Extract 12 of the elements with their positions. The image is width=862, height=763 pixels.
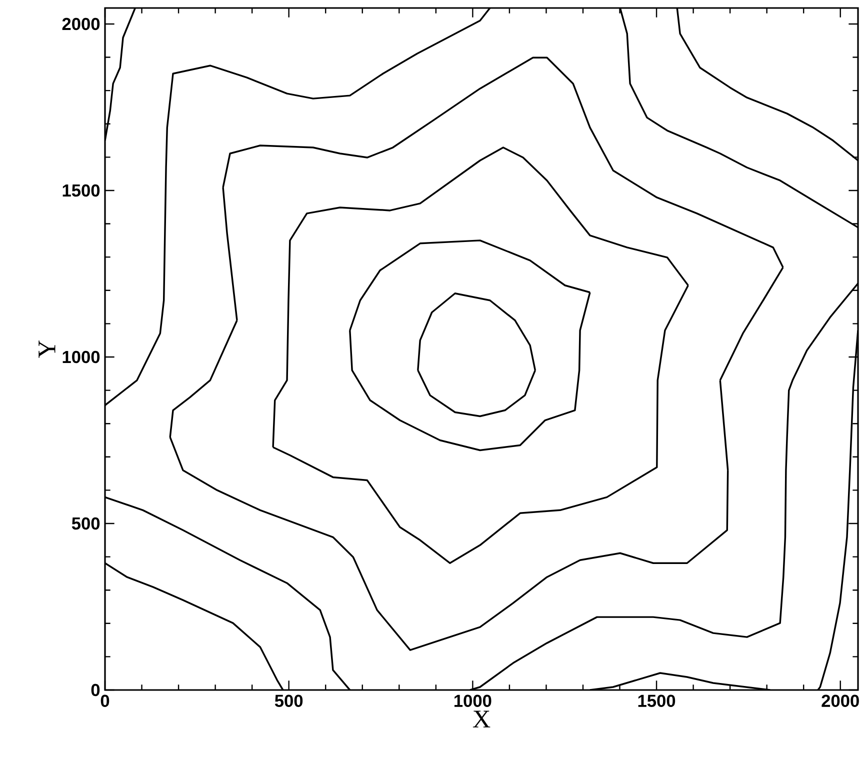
x-tick-label: 1000 — [454, 694, 492, 707]
y-tick-label: 500 — [72, 517, 100, 530]
y-tick-label: 0 — [91, 684, 100, 696]
x-tick-label: 1500 — [638, 694, 676, 707]
x-tick-label: 500 — [274, 694, 303, 707]
y-tick-label: 2000 — [62, 18, 100, 30]
y-tick-label: 1500 — [62, 184, 100, 197]
y-axis-title: Y — [38, 340, 56, 358]
y-tick-label: 1000 — [62, 350, 100, 364]
x-tick-label: 0 — [100, 694, 110, 707]
x-tick-label: 2000 — [822, 694, 859, 707]
x-axis-title: X — [472, 710, 490, 728]
